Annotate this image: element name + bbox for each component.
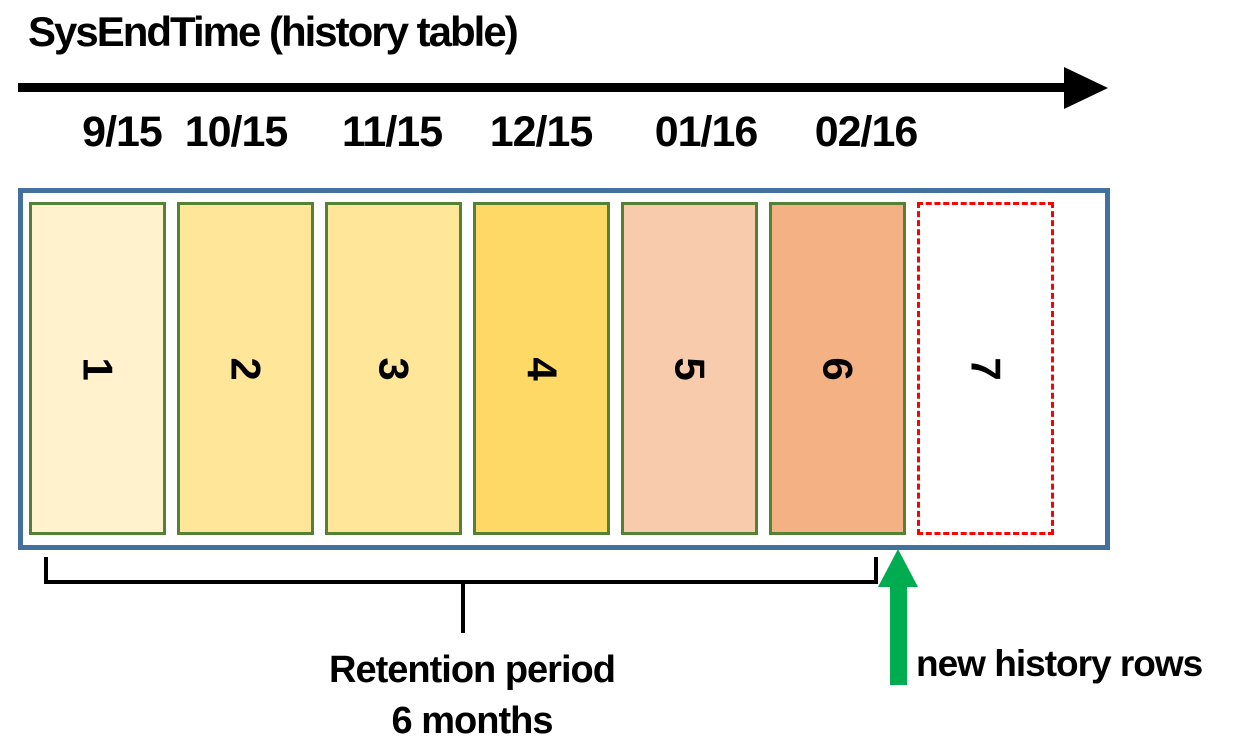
partition-number: 5: [666, 356, 714, 381]
partition-number: 3: [370, 356, 418, 381]
retention-bracket-tick: [461, 584, 465, 633]
retention-period-line2: 6 months: [391, 700, 554, 742]
timeline-month-label: 12/15: [489, 108, 594, 156]
timeline-month-label: 9/15: [82, 108, 163, 156]
new-history-rows-label: new history rows: [916, 643, 1203, 684]
partition-number: 1: [74, 356, 122, 381]
history-partition-6: 6: [769, 202, 906, 535]
partition-number: 4: [518, 356, 566, 381]
new-rows-arrow-shaft: [890, 585, 907, 685]
history-partition-5: 5: [621, 202, 758, 535]
history-partition-3: 3: [325, 202, 462, 535]
timeline-month-label: 11/15: [341, 108, 443, 156]
timeline-arrowhead-icon: [1064, 67, 1108, 109]
history-partition-2: 2: [177, 202, 314, 535]
history-partition-1: 1: [29, 202, 166, 535]
history-table-box: 1 2 3 4 5 6 7: [18, 188, 1110, 550]
history-partition-4: 4: [473, 202, 610, 535]
retention-period-label: Retention period 6 months: [222, 645, 722, 747]
history-partition-7: 7: [917, 202, 1054, 535]
new-rows-arrowhead-icon: [878, 549, 918, 587]
timeline-month-label: 01/16: [654, 108, 759, 156]
partition-number: 6: [814, 356, 862, 381]
retention-bracket: [44, 557, 878, 584]
partition-number: 7: [962, 356, 1010, 381]
timeline-arrow-line: [18, 83, 1070, 92]
diagram-title: SysEndTime (history table): [28, 8, 519, 55]
retention-period-line1: Retention period: [329, 649, 616, 691]
timeline-month-label: 02/16: [814, 108, 919, 156]
partition-number: 2: [222, 356, 270, 381]
timeline-month-label: 10/15: [184, 108, 289, 156]
